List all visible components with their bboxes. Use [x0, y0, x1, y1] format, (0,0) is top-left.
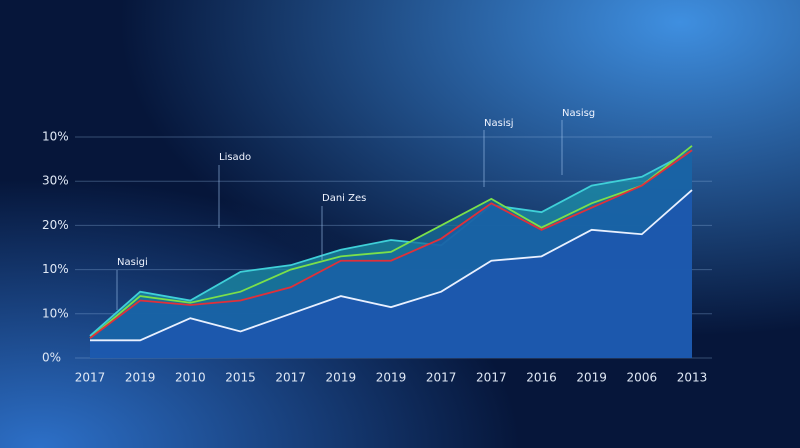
x-tick-label: 2017	[75, 371, 106, 385]
x-tick-label: 2017	[275, 371, 306, 385]
x-tick-label: 2019	[125, 371, 156, 385]
x-tick-label: 2016	[526, 371, 557, 385]
x-tick-label: 2019	[376, 371, 407, 385]
x-tick-label: 2017	[476, 371, 507, 385]
y-tick-label: 20%	[42, 218, 69, 232]
annotation: Nasigi	[117, 257, 148, 268]
area	[90, 190, 692, 358]
x-tick-label: 2015	[225, 371, 256, 385]
annotation: Dani Zes	[322, 193, 366, 204]
x-tick-label: 2019	[326, 371, 357, 385]
line	[90, 189, 693, 342]
x-tick-label: 2019	[576, 371, 607, 385]
y-tick-label: 30%	[42, 174, 69, 188]
annotation: Nasisj	[484, 118, 514, 129]
x-tick-label: 2010	[175, 371, 206, 385]
y-tick-label: 10%	[42, 262, 69, 276]
line	[89, 149, 693, 337]
x-tick-label: 2006	[627, 371, 658, 385]
x-tick-label: 2013	[677, 371, 708, 385]
x-tick-label: 2017	[426, 371, 457, 385]
annotation: Nasisg	[562, 108, 595, 119]
line	[89, 149, 693, 339]
y-tick-label: 10%	[42, 130, 69, 144]
line	[89, 145, 693, 339]
annotation: Lisado	[219, 152, 251, 163]
y-tick-label: 0%	[42, 351, 61, 365]
y-tick-label: 10%	[42, 306, 69, 320]
